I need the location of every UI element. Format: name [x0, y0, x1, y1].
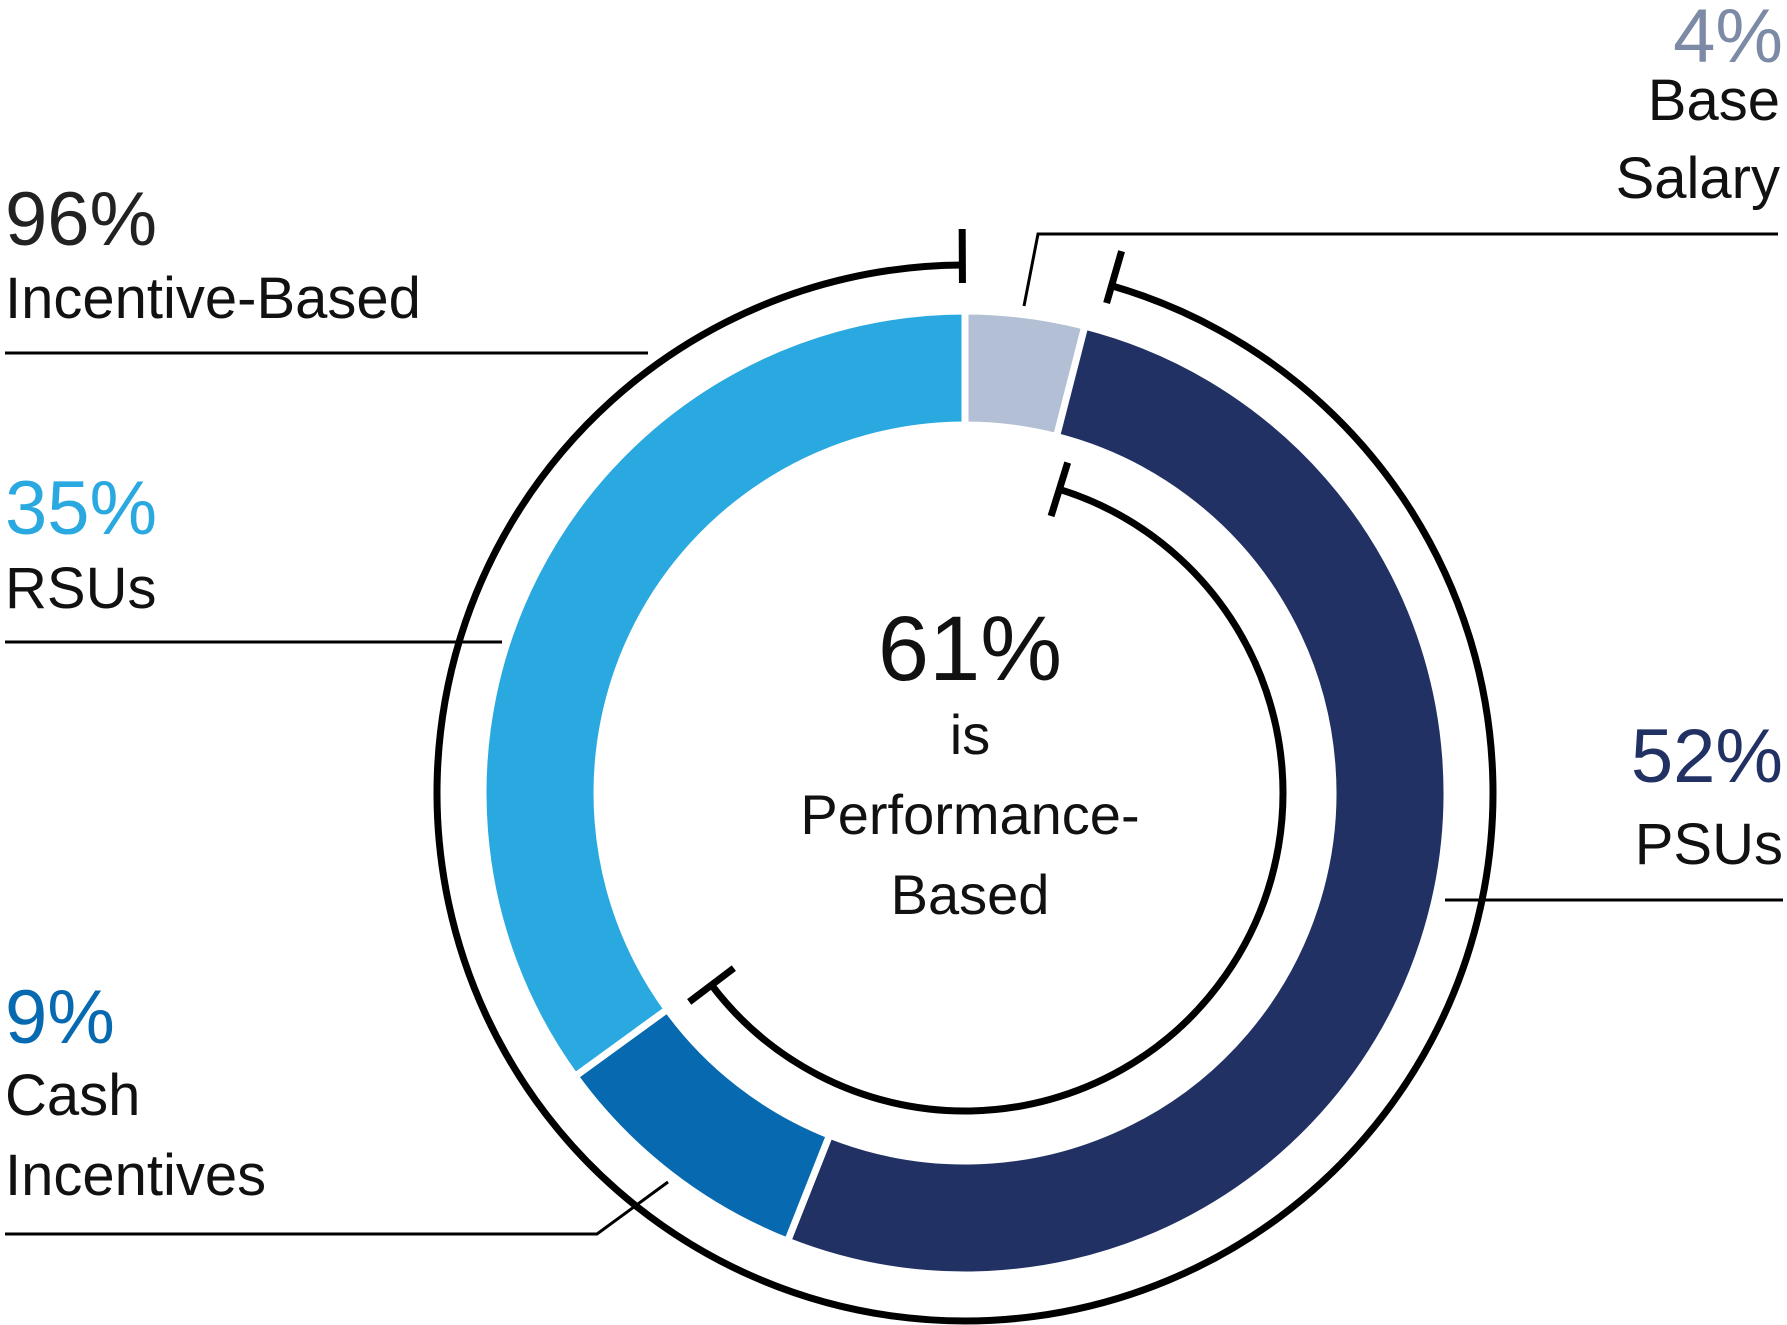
incentive-based-label: Incentive-Based	[5, 266, 421, 331]
group-brackets	[433, 228, 1497, 1325]
psus-label: PSUs	[1635, 812, 1783, 877]
performance-based-bracket-arc	[708, 485, 1287, 1115]
performance-based-label-line-2: Performance-	[800, 783, 1139, 846]
donut-slices	[479, 307, 1451, 1279]
base-salary-value: 4%	[1673, 0, 1783, 79]
rsus-value: 35%	[5, 466, 157, 551]
cash-incentives-value: 9%	[5, 975, 115, 1060]
slice-psus	[783, 321, 1451, 1279]
incentive-based-bracket-tick-start	[1103, 250, 1125, 305]
incentive-based-bracket-arc	[433, 261, 1497, 1325]
performance-based-label-line-1: is	[950, 703, 990, 766]
leader-cash-incentives	[5, 1180, 669, 1236]
cash-incentives-label-line-2: Incentives	[5, 1143, 266, 1208]
slice-rsus	[479, 307, 969, 1082]
performance-based-bracket-tick-end	[687, 965, 736, 1005]
incentive-based-value: 96%	[5, 177, 157, 262]
leader-lines	[5, 232, 1783, 1236]
performance-based-label-line-3: Based	[891, 863, 1050, 926]
performance-based-value: 61%	[878, 598, 1062, 700]
base-salary-label-line-1: Base	[1648, 68, 1780, 133]
performance-based-bracket-tick-start	[1047, 461, 1072, 518]
rsus-label: RSUs	[5, 556, 156, 621]
base-salary-label-line-2: Salary	[1616, 146, 1780, 211]
psus-value: 52%	[1631, 714, 1783, 799]
leader-base-salary	[1022, 232, 1778, 307]
cash-incentives-label-line-1: Cash	[5, 1063, 140, 1128]
